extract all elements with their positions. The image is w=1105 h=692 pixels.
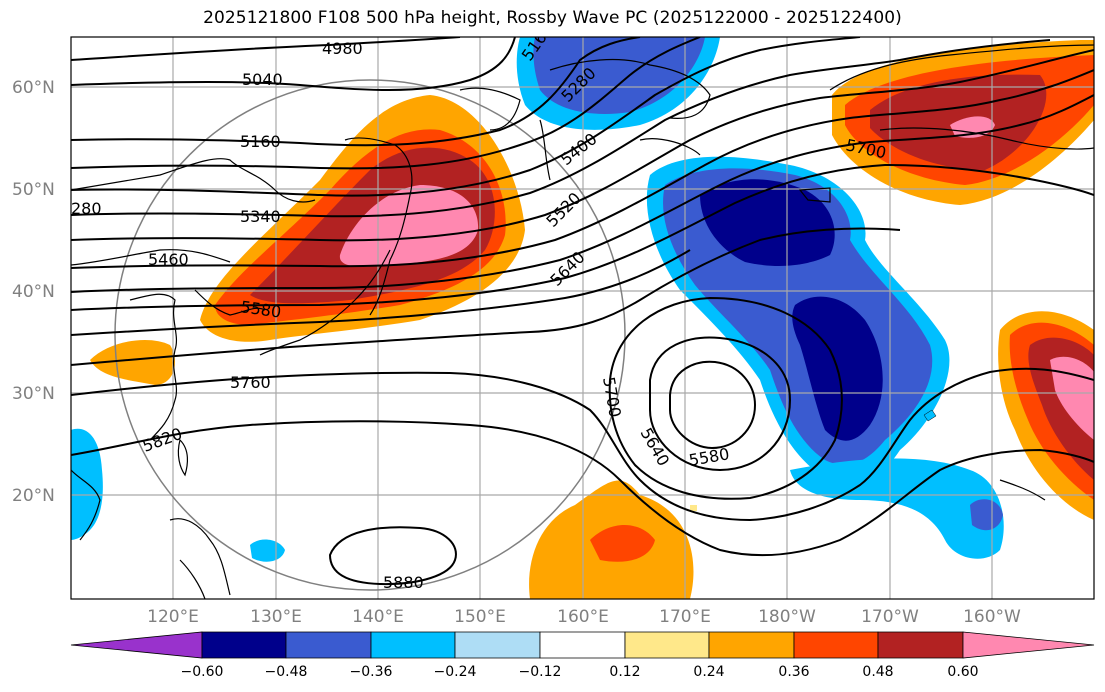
contour-label: 5040 — [242, 70, 283, 89]
colorbar-tick: 0.12 — [609, 664, 640, 680]
contour-label: 5160 — [240, 132, 281, 151]
colorbar-segment — [454, 631, 541, 659]
lon-label: 140°E — [352, 607, 404, 627]
lon-label: 170°E — [659, 607, 711, 627]
colorbar-segment — [624, 631, 710, 659]
plot-title: 2025121800 F108 500 hPa height, Rossby W… — [203, 8, 902, 28]
lon-label: 170°W — [861, 607, 919, 627]
colorbar-segments — [70, 631, 1095, 659]
contour-label: 280 — [71, 199, 102, 218]
colorbar-segment — [962, 631, 1095, 659]
contour-label: 5340 — [240, 207, 281, 226]
colorbar-ticks: −0.60 −0.48 −0.36 −0.24 −0.12 0.12 0.24 … — [181, 664, 979, 680]
contour-labels: 4980 5040 5160 280 5340 5460 5580 5760 5… — [71, 37, 888, 592]
contour-label: 5460 — [148, 250, 189, 269]
colorbar-tick: −0.24 — [434, 664, 477, 680]
lat-label: 30°N — [12, 384, 55, 404]
lon-label: 130°E — [250, 607, 302, 627]
contour-label: 5760 — [230, 373, 271, 392]
height-contours — [71, 37, 1094, 586]
colorbar-segment — [539, 631, 626, 659]
colorbar-tick: −0.36 — [350, 664, 393, 680]
colorbar-tick: 0.48 — [862, 664, 893, 680]
map-frame — [70, 36, 1095, 600]
colorbar-segment — [201, 631, 287, 659]
negative-anomaly-north — [516, 37, 720, 130]
colorbar-segment — [370, 631, 456, 659]
reference-circle — [114, 79, 626, 591]
lat-label: 20°N — [12, 486, 55, 506]
colorbar-tick: −0.48 — [265, 664, 308, 680]
lat-label: 50°N — [12, 180, 55, 200]
colorbar-segment — [285, 631, 372, 659]
lat-label: 60°N — [12, 78, 55, 98]
lon-label: 120°E — [147, 607, 199, 627]
colorbar: −0.60 −0.48 −0.36 −0.24 −0.12 0.12 0.24 … — [70, 631, 1095, 680]
lon-label: 150°E — [454, 607, 506, 627]
colorbar-tick: 0.60 — [947, 664, 978, 680]
latitude-labels: 60°N 50°N 40°N 30°N 20°N — [12, 78, 55, 506]
colorbar-tick: 0.36 — [778, 664, 809, 680]
longitude-labels: 120°E 130°E 140°E 150°E 160°E 170°E 180°… — [147, 607, 1021, 627]
contour-label: 4980 — [322, 39, 363, 58]
colorbar-segment — [793, 631, 879, 659]
colorbar-segment — [708, 631, 795, 659]
lat-label: 40°N — [12, 282, 55, 302]
colorbar-tick: −0.60 — [181, 664, 224, 680]
colorbar-tick: −0.12 — [519, 664, 562, 680]
contour-label: 5880 — [383, 573, 424, 592]
colorbar-segment — [877, 631, 964, 659]
colorbar-segment — [70, 631, 203, 659]
lon-label: 180°W — [758, 607, 816, 627]
lon-label: 160°E — [557, 607, 609, 627]
map-panel: 4980 5040 5160 280 5340 5460 5580 5760 5… — [71, 37, 1094, 599]
colorbar-tick: 0.24 — [693, 664, 724, 680]
lon-label: 160°W — [963, 607, 1021, 627]
